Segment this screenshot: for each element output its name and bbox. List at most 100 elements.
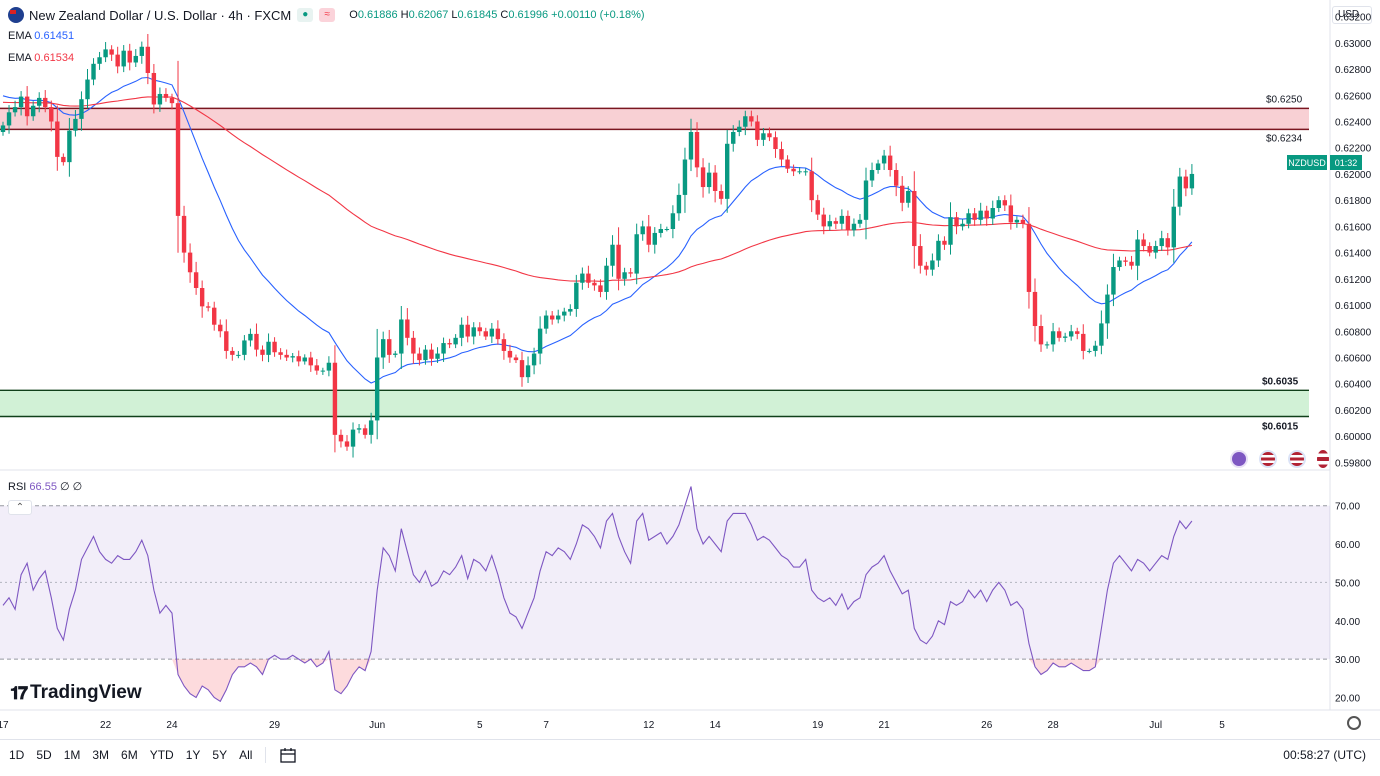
tradingview-logo[interactable]: 𝟏𝟕 TradingView [10, 682, 142, 704]
level-label-0.6035: $0.6035 [1262, 376, 1299, 387]
candle-down [151, 72, 157, 105]
candle-up [91, 63, 96, 80]
ema-slow-legend[interactable]: EMA 0.61534 [8, 52, 74, 64]
currency-selector[interactable]: USD [1332, 6, 1372, 24]
candle-down [332, 362, 338, 435]
candle-down [43, 97, 48, 108]
price-tick-label: 0.61600 [1335, 222, 1372, 233]
candle-up [67, 130, 72, 163]
price-chart[interactable]: 0.63200 0.63000 0.62800 0.62600 0.62400 0.622… [0, 0, 1380, 740]
candle-up [157, 93, 163, 105]
candle-up [350, 429, 356, 447]
candle-up [839, 215, 845, 224]
time-tick-label: 5 [477, 720, 483, 731]
price-tick-label: 0.61800 [1335, 196, 1372, 207]
level-label-0.6234: $0.6234 [1266, 133, 1303, 144]
us-event-flag-icon[interactable] [1259, 450, 1277, 468]
candle-up [930, 260, 935, 270]
waves-icon[interactable]: ≈ [319, 8, 336, 22]
candle-up [103, 49, 108, 58]
market-open-dot-icon[interactable]: ● [297, 8, 314, 22]
symbol-title[interactable]: New Zealand Dollar / U.S. Dollar · 4h · … [29, 7, 292, 23]
range-all[interactable]: All [239, 748, 253, 762]
range-1m[interactable]: 1M [63, 748, 81, 762]
candle-up [676, 194, 682, 214]
gear-icon[interactable] [1347, 716, 1361, 730]
candle-down [278, 352, 283, 355]
candle-down [1020, 219, 1026, 224]
low-value: 0.61845 [457, 9, 498, 21]
candle-up [797, 171, 802, 173]
candle-up [706, 172, 712, 188]
candle-up [525, 365, 531, 378]
candle-down [773, 137, 778, 150]
candle-up [248, 333, 253, 341]
range-1d[interactable]: 1D [9, 748, 25, 762]
price-tick-label: 0.61000 [1335, 301, 1372, 312]
price-tick-label: 0.59800 [1335, 458, 1372, 469]
candle-up [368, 420, 374, 435]
candle-down [513, 357, 519, 361]
rsi-oversold-fill [298, 659, 311, 663]
price-tick-label: 0.60200 [1335, 406, 1372, 417]
ohlc-values: O0.61886 H0.62067 L0.61845 C0.61996 +0.0… [349, 9, 644, 21]
ema-slow-line [2, 96, 1193, 282]
range-ytd[interactable]: YTD [149, 748, 174, 762]
event-lightning-icon[interactable] [1230, 450, 1248, 468]
candle-up [453, 337, 458, 345]
candle-down [205, 306, 211, 308]
utc-clock[interactable]: 00:58:27 (UTC) [1283, 748, 1366, 762]
ema-fast-legend[interactable]: EMA 0.61451 [8, 30, 74, 42]
support-zone [0, 390, 1309, 417]
rsi-oversold-fill [171, 659, 269, 702]
collapse-pane-button[interactable]: ⌃ [8, 500, 32, 515]
us-event-flag-icon-3[interactable] [1317, 450, 1329, 468]
time-tick-label: 21 [879, 720, 891, 731]
ema-slow-label: EMA [8, 52, 32, 64]
symbol-badge-bg [1287, 155, 1327, 170]
candle-down [755, 121, 760, 140]
price-tick-label: 0.60400 [1335, 380, 1372, 391]
candle-up [640, 226, 645, 235]
candle-up [79, 99, 84, 119]
candle-up [1189, 173, 1195, 189]
tradingview-logo-icon: 𝟏𝟕 [10, 682, 28, 703]
candle-up [30, 105, 36, 117]
time-tick-label: 17 [0, 720, 9, 731]
range-5y[interactable]: 5Y [212, 748, 228, 762]
range-3m[interactable]: 3M [92, 748, 110, 762]
price-tick-label: 0.61200 [1335, 275, 1372, 286]
price-tick-label: 0.62000 [1335, 170, 1372, 181]
range-5d[interactable]: 5D [36, 748, 52, 762]
candle-down [785, 159, 790, 169]
candle-up [73, 118, 78, 131]
candle-down [163, 93, 169, 98]
candle-down [61, 156, 66, 163]
candle-up [0, 125, 6, 132]
countdown-bg [1330, 155, 1362, 170]
candle-down [193, 272, 199, 289]
calendar-icon[interactable] [280, 747, 298, 763]
candle-up [471, 327, 476, 337]
range-1y[interactable]: 1Y [185, 748, 201, 762]
candle-up [562, 311, 567, 316]
candle-down [924, 265, 929, 270]
countdown-text: 01:32 [1335, 158, 1358, 168]
candle-down [429, 349, 434, 359]
candle-down [549, 315, 555, 320]
ema-fast-label: EMA [8, 30, 32, 42]
candle-up [990, 208, 995, 219]
rsi-legend[interactable]: RSI 66.55 ∅ ∅ [8, 480, 82, 493]
candle-up [236, 354, 241, 356]
candle-down [815, 200, 820, 215]
candle-down [1032, 291, 1038, 327]
candle-up [1135, 239, 1140, 266]
candle-down [712, 172, 718, 191]
candle-down [344, 441, 350, 447]
candle-up [459, 324, 464, 338]
bottom-toolbar: 1D 5D 1M 3M 6M YTD 1Y 5Y All 00:58:27 (U… [0, 739, 1380, 770]
us-event-flag-icon-2[interactable] [1288, 450, 1306, 468]
range-6m[interactable]: 6M [121, 748, 138, 762]
candle-up [489, 328, 495, 337]
candle-up [356, 428, 362, 430]
